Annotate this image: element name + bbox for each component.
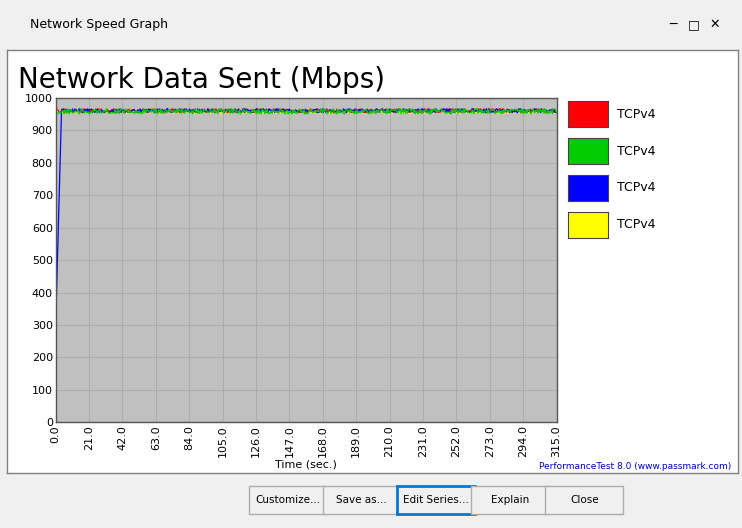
Text: Save as...: Save as... — [336, 495, 387, 505]
Text: Network Data Sent (Mbps): Network Data Sent (Mbps) — [19, 65, 385, 94]
Text: PerformanceTest 8.0 (www.passmark.com): PerformanceTest 8.0 (www.passmark.com) — [539, 462, 731, 471]
X-axis label: Time (sec.): Time (sec.) — [275, 460, 337, 470]
Text: Customize...: Customize... — [255, 495, 320, 505]
Text: □: □ — [688, 18, 700, 31]
Text: Edit Series...: Edit Series... — [403, 495, 469, 505]
Text: ✕: ✕ — [709, 18, 720, 31]
FancyBboxPatch shape — [545, 486, 623, 514]
FancyBboxPatch shape — [249, 486, 326, 514]
Text: TCPv4: TCPv4 — [617, 108, 656, 120]
Text: TCPv4: TCPv4 — [617, 145, 656, 157]
Text: Close: Close — [570, 495, 599, 505]
Text: TCPv4: TCPv4 — [617, 219, 656, 231]
Text: TCPv4: TCPv4 — [617, 182, 656, 194]
Text: Network Speed Graph: Network Speed Graph — [30, 18, 168, 31]
Text: ─: ─ — [669, 18, 677, 31]
FancyBboxPatch shape — [397, 486, 475, 514]
Text: Explain: Explain — [491, 495, 529, 505]
FancyBboxPatch shape — [471, 486, 549, 514]
FancyBboxPatch shape — [323, 486, 401, 514]
